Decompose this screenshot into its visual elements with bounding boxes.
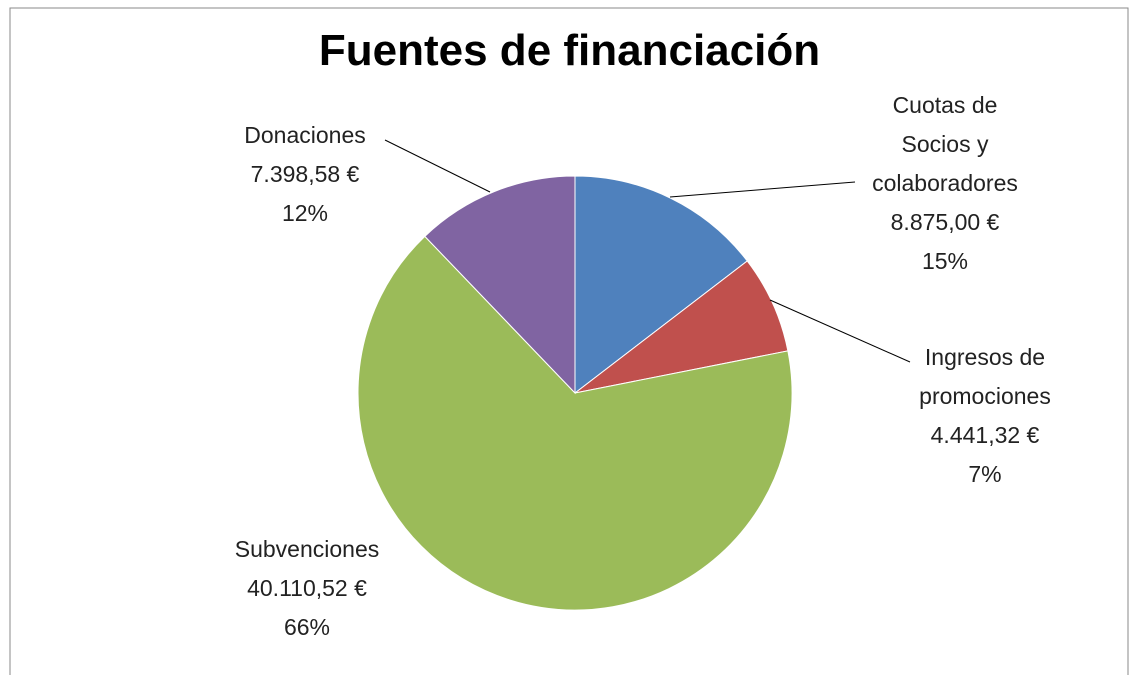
chart-title: Fuentes de financiación: [318, 26, 821, 75]
value-label: 7.398,58 €: [250, 161, 360, 187]
chart-frame: [9, 7, 1129, 675]
category-label: Subvenciones: [234, 536, 380, 562]
value-label: 40.110,52 €: [247, 575, 367, 601]
pie-slice: [574, 175, 748, 395]
data-label: Cuotas de Socios y colaboradores 8.875,00…: [855, 86, 1035, 281]
leader-line: [669, 181, 856, 198]
category-label: Ingresos de promociones: [919, 344, 1051, 409]
pie-slice: [424, 175, 576, 395]
category-label: Donaciones: [244, 122, 366, 148]
pie-slice: [574, 260, 789, 394]
leader-line: [769, 299, 911, 363]
data-label: Donaciones 7.398,58 € 12%: [180, 116, 430, 233]
data-label: Ingresos de promociones 4.441,32 € 7%: [895, 338, 1075, 494]
pie-slice: [357, 235, 793, 611]
category-label: Cuotas de Socios y colaboradores: [872, 92, 1018, 196]
percent-label: 7%: [968, 461, 1002, 487]
leader-line: [384, 139, 491, 193]
value-label: 8.875,00 €: [890, 209, 1000, 235]
value-label: 4.441,32 €: [930, 422, 1040, 448]
percent-label: 66%: [283, 614, 331, 640]
percent-label: 12%: [281, 200, 329, 226]
data-label: Subvenciones 40.110,52 € 66%: [180, 530, 434, 647]
percent-label: 15%: [921, 248, 969, 274]
